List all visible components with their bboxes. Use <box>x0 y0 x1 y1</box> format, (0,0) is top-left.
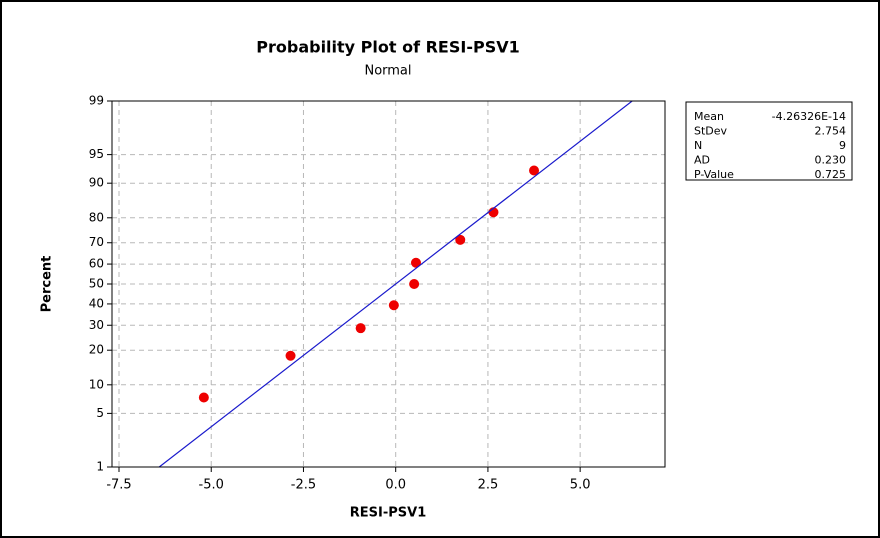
y-tick-label: 5 <box>96 406 104 420</box>
y-axis-label: Percent <box>40 256 55 313</box>
y-tick-label: 70 <box>89 235 104 249</box>
x-tick-label: -2.5 <box>291 478 316 493</box>
y-tick-label: 90 <box>89 176 104 190</box>
y-tick-label: 10 <box>89 377 104 391</box>
data-point <box>198 392 209 403</box>
data-point <box>455 234 466 245</box>
chart-subtitle: Normal <box>364 64 411 79</box>
stat-value: -4.26326E-14 <box>772 110 846 123</box>
y-tick-label: 20 <box>89 343 104 357</box>
x-tick-label: 2.5 <box>478 478 499 493</box>
y-tick-label: 50 <box>89 277 104 291</box>
plot-border <box>111 100 666 468</box>
x-tick-label: 5.0 <box>570 478 591 493</box>
stat-value: 9 <box>839 139 846 152</box>
y-tick-label: 1 <box>96 460 104 474</box>
y-tick-label: 99 <box>89 94 104 108</box>
y-tick-label: 80 <box>89 210 104 224</box>
stat-value: 0.725 <box>815 168 847 181</box>
chart-title: Probability Plot of RESI-PSV1 <box>256 38 520 57</box>
x-tick-label: -5.0 <box>199 478 224 493</box>
y-tick-label: 95 <box>89 147 104 161</box>
x-tick-label: 0.0 <box>385 478 406 493</box>
y-tick-label: 60 <box>89 257 104 271</box>
stat-label: Mean <box>694 110 724 123</box>
data-point <box>355 323 366 334</box>
data-point <box>285 350 296 361</box>
data-point <box>388 300 399 311</box>
x-tick-label: -7.5 <box>106 478 131 493</box>
data-point <box>410 257 421 268</box>
stat-label: P-Value <box>694 168 734 181</box>
data-point <box>529 165 540 176</box>
data-point <box>409 279 420 289</box>
stat-label: N <box>694 139 702 152</box>
y-tick-label: 40 <box>89 296 104 310</box>
stats-box <box>685 101 853 181</box>
stat-label: StDev <box>694 125 728 138</box>
stat-label: AD <box>694 154 710 167</box>
y-tick-label: 30 <box>89 318 104 332</box>
stat-value: 0.230 <box>815 154 847 167</box>
stat-value: 2.754 <box>815 125 847 138</box>
x-axis-label: RESI-PSV1 <box>350 506 426 521</box>
fit-line <box>158 101 633 467</box>
